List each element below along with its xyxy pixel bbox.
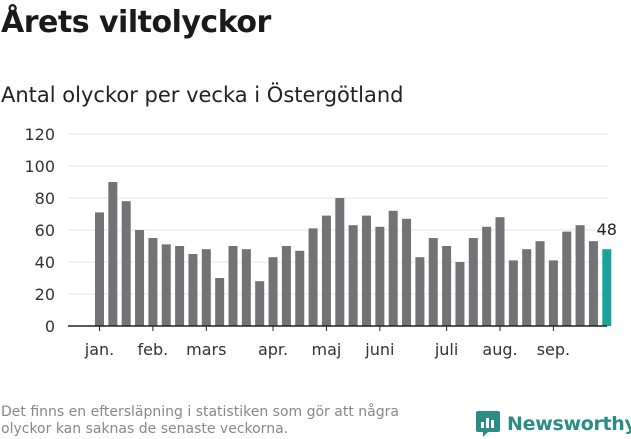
bar — [415, 257, 425, 326]
y-tick-label: 60 — [35, 221, 55, 240]
bar — [321, 215, 331, 326]
bar — [535, 241, 545, 326]
y-tick-label: 20 — [35, 285, 55, 304]
x-tick-label: feb. — [138, 340, 169, 359]
bar — [428, 238, 438, 326]
bar — [468, 238, 478, 326]
bar — [455, 262, 465, 326]
y-tick-label: 120 — [24, 125, 55, 144]
bar — [215, 278, 225, 326]
x-axis-tick-labels: jan. feb. mars apr. maj juni juli aug. sep. — [84, 340, 570, 359]
bars — [95, 182, 612, 326]
bar — [335, 198, 345, 326]
x-tick-label: maj — [312, 340, 342, 359]
bar — [348, 225, 358, 326]
y-tick-label: 40 — [35, 253, 55, 272]
x-tick-label: juli — [434, 340, 458, 359]
bar — [562, 231, 572, 326]
x-tick-label: apr. — [258, 340, 288, 359]
bar — [255, 281, 265, 326]
bar — [161, 244, 171, 326]
bar — [548, 260, 558, 326]
x-tick-label: juni — [364, 340, 394, 359]
y-tick-label: 0 — [45, 317, 55, 336]
bar — [241, 249, 251, 326]
x-tick-label: aug. — [482, 340, 517, 359]
bar — [575, 225, 585, 326]
x-tick-label: jan. — [84, 340, 114, 359]
bar — [201, 249, 211, 326]
bar — [188, 254, 198, 326]
bar — [442, 246, 452, 326]
bar — [268, 257, 278, 326]
bar — [175, 246, 185, 326]
bar — [522, 249, 532, 326]
x-axis — [68, 325, 607, 331]
newsworthy-logo-text: Newsworthy — [507, 413, 631, 435]
bar — [228, 246, 238, 326]
chart-title: Årets viltolyckor — [1, 5, 271, 40]
newsworthy-logo[interactable]: Newsworthy — [475, 409, 631, 439]
y-axis-tick-labels: 0 20 40 60 80 100 120 — [24, 125, 55, 336]
highlight-value-label: 48 — [597, 220, 617, 239]
bar-highlighted — [602, 249, 612, 326]
bar — [135, 230, 145, 326]
bar — [108, 182, 118, 326]
bar — [402, 218, 412, 326]
bar — [308, 228, 318, 326]
bar — [362, 215, 371, 326]
bar — [375, 226, 385, 326]
footnote: Det finns en eftersläpning i statistiken… — [1, 404, 399, 437]
x-tick-label: mars — [186, 340, 226, 359]
bar — [388, 210, 398, 326]
bar — [588, 241, 598, 326]
y-tick-label: 100 — [24, 157, 55, 176]
bar — [95, 212, 104, 326]
y-tick-label: 80 — [35, 189, 55, 208]
bar — [508, 260, 518, 326]
bar — [121, 201, 131, 326]
bar — [148, 238, 158, 326]
newsworthy-logo-icon — [476, 411, 500, 437]
bar — [295, 250, 305, 326]
bar — [281, 246, 291, 326]
bar — [482, 226, 492, 326]
bar — [495, 217, 505, 326]
chart-subtitle: Antal olyckor per vecka i Östergötland — [1, 83, 404, 107]
x-tick-label: sep. — [537, 340, 570, 359]
data-labels: 48 — [597, 220, 617, 239]
